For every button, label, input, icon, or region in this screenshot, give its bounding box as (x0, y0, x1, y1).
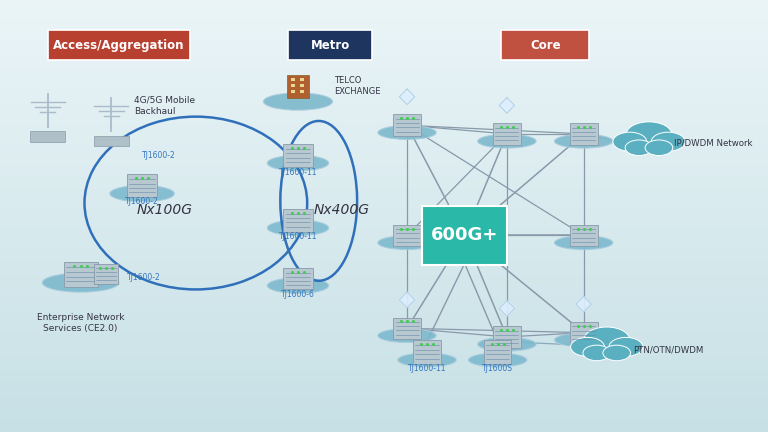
Text: Metro: Metro (310, 39, 350, 52)
FancyBboxPatch shape (393, 114, 421, 136)
Polygon shape (499, 98, 515, 113)
Text: PTN/OTN/DWDM: PTN/OTN/DWDM (634, 346, 704, 354)
Ellipse shape (267, 155, 329, 171)
Text: Access/Aggregation: Access/Aggregation (53, 39, 185, 52)
Text: Nx100G: Nx100G (137, 203, 193, 216)
Ellipse shape (267, 278, 329, 293)
Text: Enterprise Network
Services (CE2.0): Enterprise Network Services (CE2.0) (37, 313, 124, 334)
Circle shape (626, 122, 672, 148)
Circle shape (645, 140, 673, 156)
Polygon shape (399, 89, 415, 105)
Bar (300, 84, 304, 87)
FancyBboxPatch shape (48, 30, 190, 60)
FancyBboxPatch shape (94, 264, 118, 285)
Ellipse shape (478, 337, 536, 351)
FancyBboxPatch shape (283, 209, 313, 232)
Text: 600G+: 600G+ (431, 226, 498, 245)
FancyBboxPatch shape (393, 318, 421, 339)
Circle shape (603, 345, 631, 361)
FancyBboxPatch shape (570, 123, 598, 145)
Text: TJ1600-2: TJ1600-2 (127, 273, 161, 282)
Ellipse shape (398, 353, 456, 367)
Circle shape (571, 337, 604, 356)
Ellipse shape (554, 236, 613, 250)
Ellipse shape (263, 93, 333, 110)
FancyBboxPatch shape (393, 225, 421, 246)
FancyBboxPatch shape (287, 75, 309, 98)
FancyBboxPatch shape (422, 206, 507, 265)
Ellipse shape (478, 134, 536, 148)
FancyBboxPatch shape (64, 262, 98, 287)
FancyBboxPatch shape (94, 136, 129, 146)
FancyBboxPatch shape (501, 30, 589, 60)
Ellipse shape (267, 220, 329, 236)
FancyBboxPatch shape (570, 225, 598, 246)
Text: TJ1600-11: TJ1600-11 (279, 232, 317, 241)
Circle shape (609, 337, 643, 356)
Text: TJ1600-11: TJ1600-11 (408, 364, 446, 373)
Circle shape (613, 132, 647, 151)
Text: TELCO
EXCHANGE: TELCO EXCHANGE (334, 76, 381, 96)
Ellipse shape (554, 333, 613, 347)
Text: Core: Core (530, 39, 561, 52)
Circle shape (651, 132, 685, 151)
FancyBboxPatch shape (127, 174, 157, 197)
FancyBboxPatch shape (283, 268, 313, 289)
FancyBboxPatch shape (283, 144, 313, 167)
Bar (291, 90, 295, 93)
Ellipse shape (110, 185, 174, 202)
FancyBboxPatch shape (30, 131, 65, 142)
Text: TJ1600-6: TJ1600-6 (281, 290, 315, 299)
FancyBboxPatch shape (413, 340, 441, 364)
Bar (291, 78, 295, 81)
Ellipse shape (42, 273, 119, 292)
Text: IP/DWDM Network: IP/DWDM Network (674, 139, 753, 148)
Circle shape (584, 327, 630, 353)
FancyBboxPatch shape (570, 322, 598, 343)
Polygon shape (576, 296, 591, 312)
Text: TJ1600-11: TJ1600-11 (279, 168, 317, 177)
Bar (300, 78, 304, 81)
Ellipse shape (378, 126, 436, 140)
Ellipse shape (468, 353, 527, 367)
Circle shape (583, 345, 611, 361)
Polygon shape (499, 301, 515, 316)
FancyBboxPatch shape (493, 123, 521, 145)
Polygon shape (399, 292, 415, 308)
Bar (300, 90, 304, 93)
FancyBboxPatch shape (288, 30, 372, 60)
Text: TJ1600-2: TJ1600-2 (142, 151, 176, 160)
Ellipse shape (554, 134, 613, 148)
Ellipse shape (378, 329, 436, 343)
Text: Nx400G: Nx400G (314, 203, 369, 216)
Bar (291, 84, 295, 87)
Circle shape (625, 140, 653, 156)
FancyBboxPatch shape (493, 326, 521, 348)
Text: TJ1600S: TJ1600S (482, 364, 513, 373)
Text: 4G/5G Mobile
Backhaul: 4G/5G Mobile Backhaul (134, 96, 196, 116)
Text: TJ1600-2: TJ1600-2 (125, 197, 159, 206)
FancyBboxPatch shape (484, 340, 511, 364)
Ellipse shape (378, 236, 436, 250)
